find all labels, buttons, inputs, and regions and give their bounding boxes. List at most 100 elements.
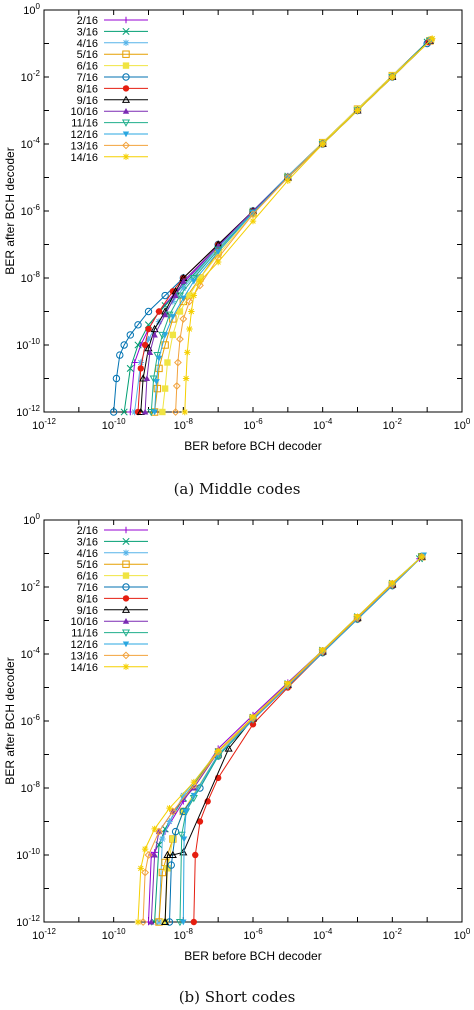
series-line: [140, 40, 431, 413]
data-point: [249, 721, 257, 728]
data-point: [109, 408, 118, 416]
legend-label: 14/16: [70, 662, 98, 674]
legend-swatch: [104, 526, 148, 534]
legend-swatch: [104, 549, 148, 556]
data-point: [137, 865, 144, 872]
legend-label: 8/16: [77, 83, 98, 95]
series-line: [158, 556, 423, 923]
data-point: [153, 352, 162, 360]
data-point: [196, 274, 204, 282]
data-point: [141, 845, 149, 853]
series-line: [161, 39, 432, 413]
data-point: [126, 364, 134, 372]
x-tick-label: 10-12: [32, 417, 56, 432]
data-point: [175, 918, 185, 927]
series-12-16: [180, 552, 427, 926]
legend-label: 13/16: [70, 140, 98, 152]
data-point: [190, 792, 198, 799]
data-point: [190, 292, 198, 299]
data-point: [143, 375, 151, 382]
data-point: [169, 331, 177, 339]
data-point: [214, 258, 222, 266]
data-point: [224, 744, 233, 752]
series-4-16: [131, 37, 434, 416]
y-tick-label: 100: [23, 2, 40, 17]
x-tick-label: 10-2: [383, 927, 403, 942]
legend-swatch: [104, 560, 148, 568]
data-point: [180, 919, 187, 926]
data-point: [161, 311, 169, 318]
data-point: [249, 713, 257, 721]
data-point: [134, 341, 142, 349]
series-line: [150, 556, 423, 923]
data-point: [249, 217, 257, 225]
x-axis-label: BER before BCH decoder: [184, 439, 321, 453]
legend-swatch: [104, 131, 148, 138]
series-line: [154, 558, 420, 923]
legend-label: 5/16: [77, 559, 98, 571]
series-9-16: [136, 36, 434, 416]
y-tick-label: 10-8: [21, 270, 41, 285]
x-tick-label: 10-8: [174, 927, 194, 942]
data-point: [146, 349, 154, 355]
data-point: [176, 335, 184, 344]
data-point: [188, 308, 195, 315]
series-line: [158, 556, 423, 923]
legend-label: 4/16: [77, 38, 98, 50]
data-point: [319, 140, 326, 148]
y-tick-label: 10-4: [21, 136, 41, 151]
data-point: [354, 107, 361, 114]
series-line: [164, 556, 423, 923]
x-tick-label: 100: [454, 417, 471, 432]
data-point: [190, 778, 198, 786]
series-line: [175, 39, 432, 413]
data-point: [165, 918, 174, 926]
x-tick-label: 100: [454, 927, 471, 942]
legend-label: 13/16: [70, 650, 98, 662]
data-point: [164, 359, 171, 366]
series-5-16: [155, 553, 426, 926]
legend-swatch: [104, 39, 148, 46]
y-axis-label: BER after BCH decoder: [3, 147, 17, 274]
data-point: [151, 331, 158, 338]
series-line: [179, 556, 423, 923]
series-line: [182, 554, 425, 923]
data-point: [134, 321, 142, 329]
data-point: [158, 868, 167, 877]
data-point: [190, 278, 198, 285]
series-7-16: [165, 553, 426, 926]
series-line: [169, 556, 423, 923]
legend-label: 3/16: [77, 26, 98, 38]
x-tick-label: 10-2: [383, 417, 403, 432]
data-point: [155, 355, 163, 362]
series-14-16: [134, 553, 425, 926]
data-point: [116, 351, 124, 359]
data-point: [161, 917, 170, 926]
data-point: [249, 209, 257, 216]
data-point: [144, 307, 153, 316]
data-point: [190, 784, 198, 791]
x-tick-label: 10-4: [313, 927, 333, 942]
data-point: [354, 613, 361, 620]
y-tick-label: 10-12: [16, 914, 40, 929]
series-line: [164, 556, 423, 923]
data-point: [161, 291, 169, 300]
data-point: [171, 408, 180, 416]
x-tick-label: 10-4: [313, 417, 333, 432]
series-3-16: [151, 555, 423, 926]
series-6-16: [159, 36, 435, 416]
x-tick-label: 10-12: [32, 927, 56, 942]
legend-swatch: [104, 605, 148, 613]
data-point: [196, 818, 204, 825]
data-point: [161, 332, 169, 339]
caption-middle-codes: (a) Middle codes: [173, 480, 301, 498]
legend-swatch: [104, 583, 148, 591]
chart-panel-short-codes: 10-12 10-10 10-8 10-6 10-4 10-2 100 10-12 10-10 1…: [3, 512, 471, 963]
data-point: [141, 868, 150, 877]
data-point: [192, 851, 199, 859]
legend-label: 7/16: [77, 72, 98, 84]
data-point: [177, 831, 186, 840]
data-point: [180, 278, 187, 284]
data-point: [155, 308, 163, 315]
legend-label: 8/16: [77, 593, 98, 605]
